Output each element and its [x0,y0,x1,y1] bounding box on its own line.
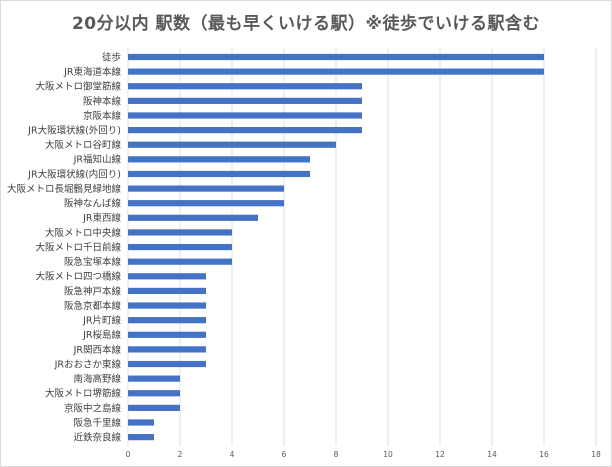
bar [128,375,180,382]
bar [128,214,258,221]
category-label: 京阪中之島線 [64,402,122,414]
bar [128,112,362,119]
bar [128,434,154,441]
x-tick-label: 14 [487,450,497,459]
category-label: 大阪メトロ御堂筋線 [35,81,121,93]
category-label: JR桜島線 [82,329,121,341]
bar [128,404,180,411]
category-label: JR東海道本線 [63,66,121,78]
bar [128,156,310,163]
category-label: JR大阪環状線(内回り) [27,168,121,180]
bar [128,273,206,280]
category-label: 阪急京都本線 [64,300,122,312]
category-label: JR東西線 [82,212,121,224]
category-label: 阪急宝塚本線 [64,256,122,268]
category-label: 大阪メトロ千日前線 [35,241,121,253]
category-label: 南海高野線 [73,373,121,385]
category-label: JRおおさか東線 [54,358,122,370]
category-label: 大阪メトロ四つ橋線 [35,271,121,283]
x-tick-label: 6 [282,450,287,459]
category-label: 近鉄奈良線 [73,432,121,444]
bar [128,97,362,104]
bar [128,258,232,265]
bar [128,302,206,309]
category-label: 大阪メトロ堺筋線 [45,388,122,400]
category-label: 阪神本線 [83,95,122,107]
bar [128,419,154,426]
category-label: 阪神なんば線 [64,198,122,210]
x-tick-label: 4 [230,450,235,459]
bar [128,390,180,397]
bar [128,243,232,251]
bar [128,287,206,295]
category-label: 大阪メトロ谷町線 [45,139,122,151]
x-tick-label: 10 [383,450,393,459]
bar [128,331,206,338]
x-tick-label: 12 [435,450,445,459]
bar [128,200,284,207]
bar [128,53,544,61]
x-tick-label: 18 [591,450,601,459]
x-tick-labels: 0 2 4 6 8 10 12 14 16 18 [126,450,601,459]
chart-title: 20分以内 駅数（最も早くいける駅）※徒歩でいける駅含む [71,14,541,34]
bar [128,170,310,178]
bar [128,360,206,368]
bar [128,68,544,75]
category-label: JR大阪環状線(外回り) [27,125,121,137]
category-label: 大阪メトロ中央線 [45,227,122,239]
category-label: 大阪メトロ長堀鶴見緑地線 [7,183,122,195]
category-label: 徒歩 [102,51,121,63]
bar [128,127,362,134]
category-label: JR関西本線 [73,344,122,356]
bar [128,141,336,148]
category-label: JR片町線 [82,315,121,327]
category-label: 京阪本線 [83,110,122,122]
bar [128,229,232,236]
bar [128,185,284,192]
bar-series [128,53,544,441]
category-label: JR福知山線 [73,154,122,166]
bar [128,83,362,90]
bar [128,317,206,324]
category-label: 阪急神戸本線 [64,285,122,297]
x-tick-label: 8 [334,450,339,459]
category-label: 阪急千里線 [73,417,121,429]
x-tick-label: 2 [178,450,183,459]
bar [128,346,206,353]
x-tick-label: 16 [539,450,549,459]
x-tick-label: 0 [126,450,131,459]
